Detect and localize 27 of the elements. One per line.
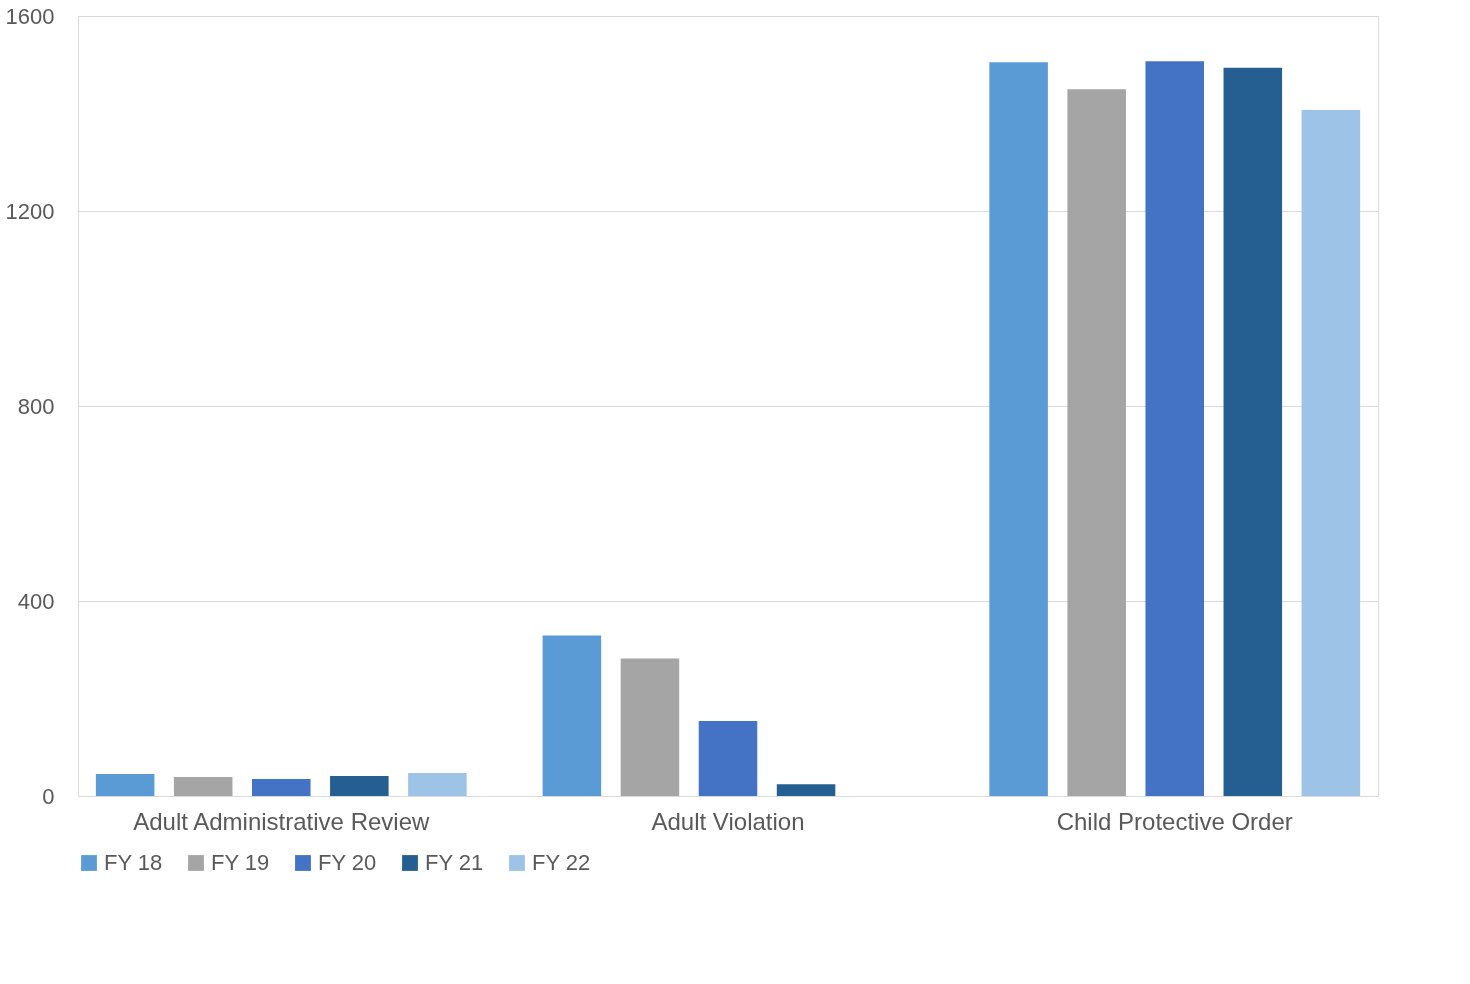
bar bbox=[698, 720, 758, 796]
bar bbox=[251, 778, 311, 796]
bar bbox=[620, 658, 680, 796]
bar bbox=[95, 774, 155, 796]
x-tick-label: Child Protective Order bbox=[1056, 807, 1293, 835]
legend-label: FY 19 bbox=[211, 850, 270, 875]
bar bbox=[776, 784, 836, 796]
y-tick-label: 0 bbox=[42, 783, 55, 809]
bar bbox=[1145, 61, 1205, 796]
bar bbox=[989, 62, 1048, 796]
legend-label: FY 20 bbox=[318, 850, 377, 875]
y-tick-label: 400 bbox=[17, 588, 55, 614]
y-tick-label: 800 bbox=[17, 393, 55, 419]
bar bbox=[1223, 67, 1283, 796]
bar bbox=[173, 776, 233, 796]
legend-label: FY 22 bbox=[532, 850, 591, 875]
legend-label: FY 18 bbox=[104, 850, 163, 875]
bar bbox=[542, 635, 602, 796]
bar bbox=[330, 776, 389, 796]
bar bbox=[1301, 110, 1361, 796]
x-tick-label: Adult Administrative Review bbox=[133, 807, 430, 835]
y-tick-label: 1600 bbox=[5, 3, 55, 29]
legend-label: FY 21 bbox=[425, 850, 484, 875]
bar bbox=[408, 773, 467, 796]
y-tick-label: 1200 bbox=[5, 198, 55, 224]
bar bbox=[1067, 89, 1126, 796]
x-tick-label: Adult Violation bbox=[651, 807, 805, 835]
